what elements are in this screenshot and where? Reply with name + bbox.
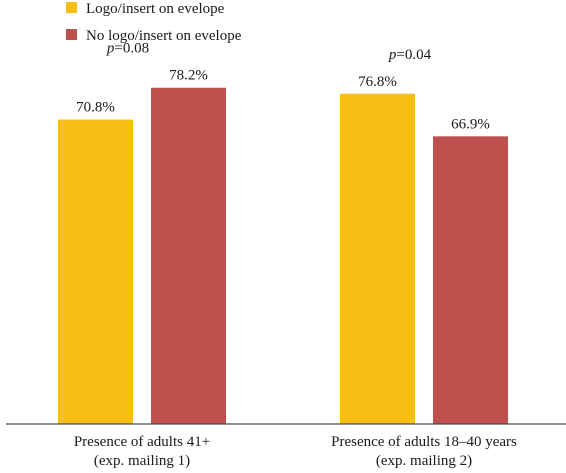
category-label-group-2-line-2: (exp. mailing 2) bbox=[376, 453, 472, 469]
legend-swatch-logo bbox=[66, 2, 77, 13]
category-label-group-2-line-1: Presence of adults 18–40 years bbox=[331, 434, 517, 450]
chart-legend: Logo/insert on evelope No logo/insert on… bbox=[66, 1, 242, 44]
bar-logo-insert-on-evelope-group-2 bbox=[340, 93, 415, 424]
data-label-logo-insert-on-evelope-group-2: 76.8% bbox=[358, 74, 397, 90]
bars-layer bbox=[58, 87, 508, 425]
p-value: =0.04 bbox=[396, 47, 431, 63]
legend-label-no-logo: No logo/insert on evelope bbox=[86, 28, 242, 44]
p-symbol: p bbox=[106, 41, 115, 57]
data-label-no-logo-insert-on-evelope-group-1: 78.2% bbox=[169, 68, 208, 84]
category-labels-layer: Presence of adults 41+ (exp. mailing 1) Pr… bbox=[74, 434, 517, 469]
p-value: =0.08 bbox=[114, 41, 149, 57]
bar-logo-insert-on-evelope-group-1 bbox=[58, 119, 133, 424]
legend-swatch-no-logo bbox=[66, 29, 77, 40]
category-label-group-1-line-2: (exp. mailing 1) bbox=[94, 453, 190, 469]
category-label-group-1-line-1: Presence of adults 41+ bbox=[74, 434, 210, 450]
p-value-annotation-group-1: p=0.08 bbox=[106, 41, 149, 57]
p-symbol: p bbox=[388, 47, 397, 63]
data-label-no-logo-insert-on-evelope-group-2: 66.9% bbox=[451, 116, 490, 132]
annotations-layer: p=0.08 p=0.04 bbox=[106, 41, 432, 63]
p-value-annotation-group-2: p=0.04 bbox=[388, 47, 432, 63]
bar-no-logo-insert-on-evelope-group-2 bbox=[433, 136, 508, 424]
bar-no-logo-insert-on-evelope-group-1 bbox=[151, 87, 226, 425]
data-label-logo-insert-on-evelope-group-1: 70.8% bbox=[76, 100, 115, 116]
legend-label-logo: Logo/insert on evelope bbox=[86, 1, 225, 17]
value-labels-layer: 70.8% 78.2% 76.8% 66.9% bbox=[76, 68, 490, 133]
